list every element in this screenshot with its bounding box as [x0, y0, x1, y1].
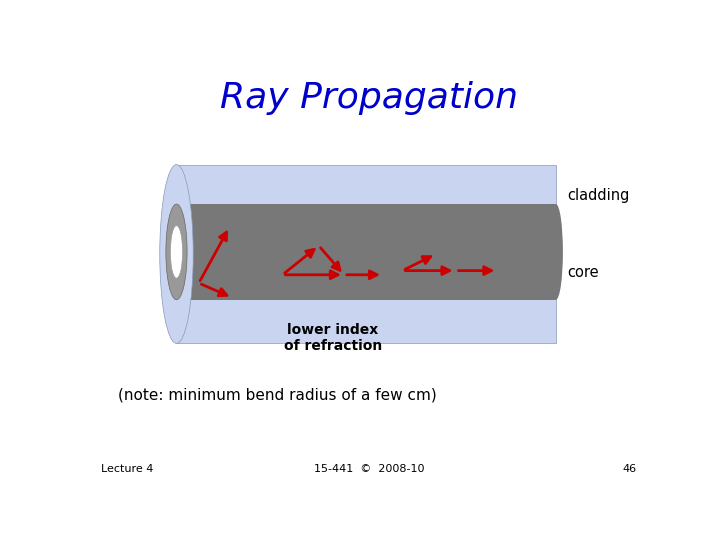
Text: 46: 46 [623, 464, 637, 474]
Text: cladding: cladding [567, 188, 629, 203]
Text: Lecture 4: Lecture 4 [101, 464, 153, 474]
Ellipse shape [166, 204, 187, 300]
Ellipse shape [171, 226, 183, 278]
Ellipse shape [160, 165, 193, 343]
Bar [176, 165, 556, 343]
Text: (note: minimum bend radius of a few cm): (note: minimum bend radius of a few cm) [118, 387, 436, 402]
Bar [188, 204, 556, 300]
Text: lower index
of refraction: lower index of refraction [284, 322, 382, 353]
Text: 15-441  ©  2008-10: 15-441 © 2008-10 [314, 464, 424, 474]
Text: core: core [567, 265, 599, 280]
Text: Ray Propagation: Ray Propagation [220, 82, 518, 116]
Ellipse shape [549, 204, 563, 300]
